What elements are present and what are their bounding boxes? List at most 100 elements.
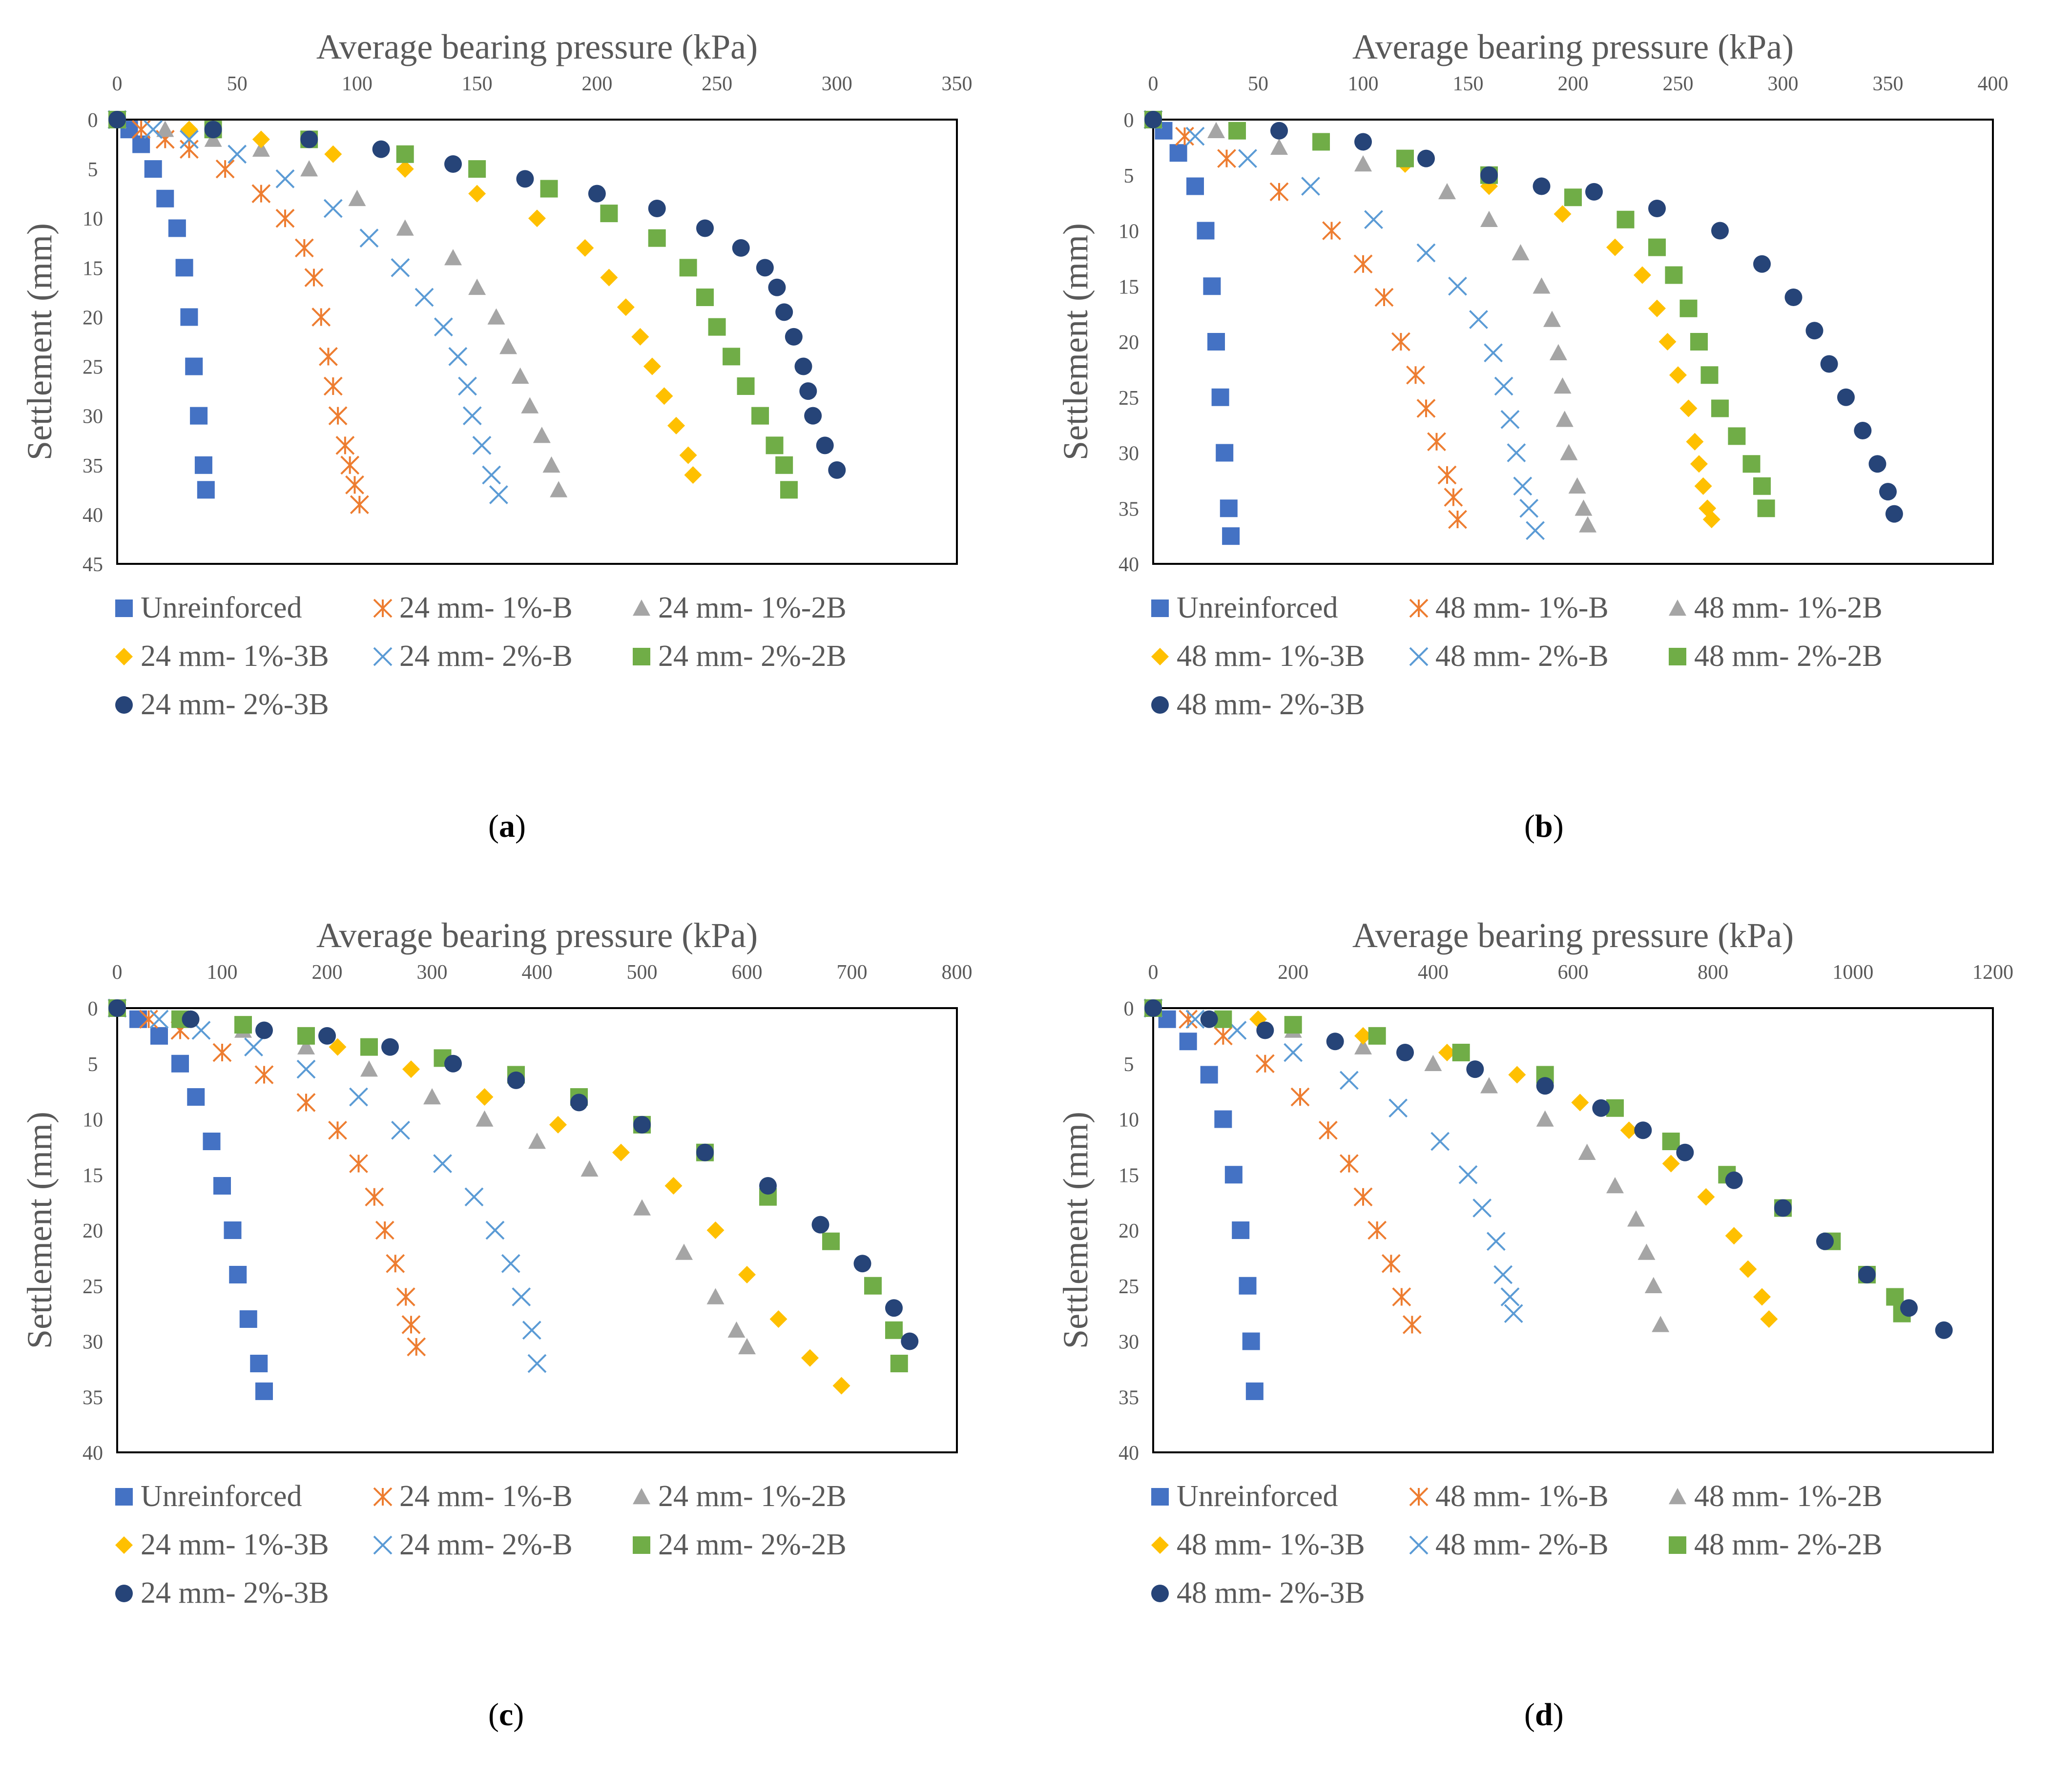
diamond-marker-icon [115, 647, 133, 665]
data-point [108, 111, 126, 128]
data-point [768, 278, 786, 296]
data-point [727, 1321, 746, 1338]
data-point [300, 160, 318, 177]
data-point [1536, 1110, 1554, 1127]
legend-label: 24 mm- 2%-2B [658, 640, 847, 673]
data-point [359, 228, 379, 248]
square-marker-icon [633, 1536, 650, 1554]
data-point [1437, 465, 1457, 485]
y-tick-label: 40 [1119, 1442, 1139, 1465]
data-point [348, 189, 366, 207]
legend-item: 48 mm- 2%-3B [1148, 1576, 1407, 1611]
data-point [350, 495, 369, 515]
data-point [381, 1038, 399, 1056]
data-point [180, 121, 198, 139]
data-point [250, 1355, 268, 1372]
data-point [1354, 1038, 1372, 1054]
data-point [311, 308, 331, 327]
series-7 [1144, 999, 1953, 1339]
data-point [329, 1038, 347, 1056]
data-point [822, 1232, 840, 1250]
data-point [1175, 126, 1194, 146]
data-point [1220, 499, 1238, 517]
data-point [600, 269, 618, 287]
data-point [319, 347, 338, 366]
data-point [1500, 1287, 1520, 1306]
x-tick-label: 100 [342, 73, 373, 95]
data-point [1585, 183, 1603, 201]
y-tick-label: 25 [1119, 387, 1139, 410]
x-tick-label: 350 [942, 73, 973, 95]
legend-item: Unreinforced [1148, 1479, 1407, 1514]
square-marker-icon [633, 647, 650, 665]
x-marker-icon [373, 647, 393, 666]
data-point [1568, 477, 1586, 494]
legend-item: 24 mm- 1%-3B [112, 639, 371, 674]
data-point [1203, 277, 1221, 295]
data-point [386, 1254, 405, 1273]
data-point [360, 1038, 378, 1056]
data-point [1472, 1198, 1492, 1218]
circle-marker-icon [1151, 1584, 1169, 1602]
data-point [468, 278, 486, 295]
data-point [150, 1027, 168, 1045]
data-point [785, 328, 803, 346]
legend-label: 24 mm- 2%-B [399, 640, 573, 673]
y-tick-label: 5 [1124, 1054, 1134, 1076]
x-axis-title: Average bearing pressure (kPa) [1352, 27, 1794, 66]
triangle-marker-icon [1669, 599, 1686, 616]
legend-d: Unreinforced 48 mm- 1%-B 48 mm- 1%-2B 48 mm… [1148, 1479, 1988, 1611]
data-point [804, 407, 822, 425]
data-point [1368, 1027, 1386, 1045]
x-tick-label: 400 [1418, 961, 1449, 984]
data-point [485, 1220, 505, 1240]
x-tick-label: 600 [732, 961, 763, 984]
data-point [1186, 177, 1204, 195]
data-point [1238, 149, 1257, 168]
x-tick-label: 250 [702, 73, 732, 95]
x-tick-label: 300 [1768, 73, 1799, 95]
data-point [527, 1354, 547, 1373]
y-tick-label: 0 [88, 998, 98, 1020]
data-point [522, 1321, 541, 1340]
data-point [1448, 276, 1467, 296]
data-point [234, 1016, 252, 1034]
data-point [1648, 200, 1666, 217]
chart-panel-c: Average bearing pressure (kPa) Settlement… [0, 888, 1036, 1777]
data-point [1679, 399, 1698, 417]
y-tick-label: 35 [83, 1386, 103, 1409]
data-point [275, 169, 295, 188]
y-tick-label: 15 [83, 257, 103, 280]
data-point [1536, 1077, 1554, 1095]
data-point [228, 145, 247, 164]
y-tick-label: 15 [1119, 276, 1139, 298]
data-point [696, 1143, 714, 1161]
data-point [512, 1287, 531, 1306]
x-tick-label: 0 [112, 961, 123, 984]
panel-label-d: (d) [1524, 1697, 1564, 1733]
data-point [204, 130, 222, 147]
data-point [1725, 1171, 1743, 1189]
data-point [275, 208, 295, 228]
data-point [723, 348, 741, 366]
x-tick-label: 150 [462, 73, 493, 95]
data-point [349, 1087, 368, 1107]
legend-item: Unreinforced [1148, 591, 1407, 625]
data-point [300, 130, 318, 148]
y-tick-label: 20 [1119, 331, 1139, 354]
data-point [679, 446, 697, 464]
star-marker-icon [373, 1487, 393, 1506]
data-point [1224, 1166, 1243, 1184]
data-point [360, 1060, 378, 1077]
y-tick-label: 25 [83, 356, 103, 379]
data-point [499, 338, 518, 354]
diamond-marker-icon [1151, 647, 1169, 665]
y-tick-label: 30 [1119, 443, 1139, 465]
data-point [1690, 455, 1708, 473]
x-tick-label: 350 [1873, 73, 1904, 95]
data-point [132, 135, 150, 153]
data-point [696, 219, 714, 237]
data-point [549, 1116, 567, 1134]
data-point [1469, 310, 1488, 329]
data-point [391, 258, 410, 277]
